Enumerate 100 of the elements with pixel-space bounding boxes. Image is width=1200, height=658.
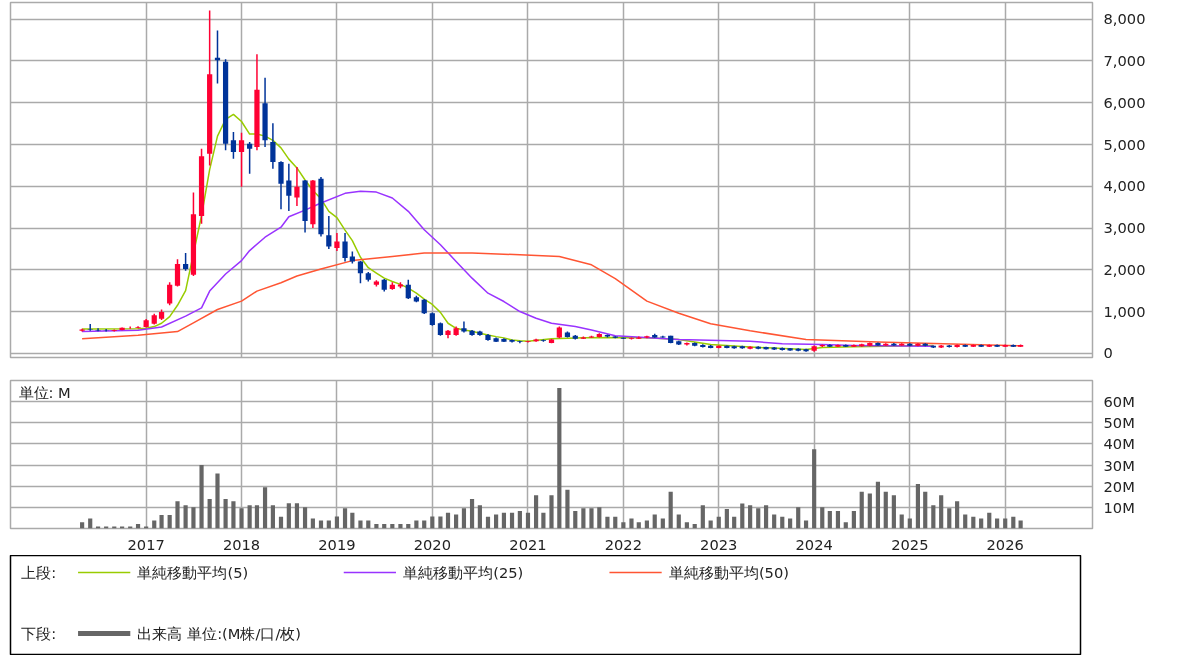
bar bbox=[223, 499, 228, 529]
bar bbox=[931, 505, 936, 529]
candlestick bbox=[405, 279, 411, 300]
bar bbox=[827, 510, 832, 529]
bar bbox=[740, 503, 745, 529]
bar bbox=[207, 499, 212, 529]
bar bbox=[772, 514, 777, 529]
candlestick bbox=[342, 232, 348, 263]
bar bbox=[883, 491, 888, 529]
bar bbox=[525, 512, 531, 529]
x-tick-label: 2023 bbox=[700, 535, 738, 553]
bar bbox=[494, 514, 499, 529]
bar bbox=[247, 505, 252, 529]
bar bbox=[748, 505, 753, 529]
bar bbox=[152, 520, 157, 529]
candlestick bbox=[294, 166, 300, 207]
bar bbox=[557, 387, 562, 529]
x-tick-label: 2025 bbox=[891, 535, 929, 553]
legend-label: 単純移動平均(50) bbox=[668, 564, 789, 581]
bar bbox=[509, 512, 515, 529]
bar bbox=[652, 514, 657, 529]
bar bbox=[955, 501, 960, 529]
bar bbox=[191, 507, 196, 529]
bar bbox=[796, 507, 801, 529]
y-tick-label: 4,000 bbox=[1103, 177, 1146, 195]
x-tick-label: 2018 bbox=[222, 535, 261, 553]
x-tick-label: 2019 bbox=[318, 535, 356, 553]
y-tick-label: 1,000 bbox=[1103, 302, 1146, 320]
x-tick-label: 2020 bbox=[413, 535, 451, 553]
bar bbox=[820, 507, 825, 529]
bar bbox=[469, 499, 475, 529]
bar bbox=[899, 514, 904, 529]
x-tick-label: 2026 bbox=[986, 535, 1024, 553]
bar bbox=[851, 510, 856, 529]
y-tick-label: 40M bbox=[1103, 435, 1135, 453]
legend-title: 上段: bbox=[21, 564, 57, 581]
bar bbox=[803, 520, 809, 529]
x-tick-label: 2024 bbox=[795, 535, 833, 553]
bar bbox=[859, 491, 864, 529]
bar bbox=[302, 507, 308, 529]
x-tick-label: 2022 bbox=[604, 535, 643, 553]
bar bbox=[461, 508, 467, 529]
bar bbox=[923, 491, 928, 529]
bar bbox=[175, 501, 180, 529]
bar bbox=[199, 465, 204, 529]
bar bbox=[350, 512, 355, 529]
bar bbox=[262, 487, 268, 529]
bar bbox=[318, 520, 324, 529]
bar bbox=[445, 512, 451, 529]
candlestick bbox=[238, 132, 245, 188]
legend-title: 下段: bbox=[21, 625, 57, 642]
bar bbox=[891, 495, 896, 529]
bar bbox=[963, 514, 968, 529]
bar bbox=[414, 520, 419, 529]
bar bbox=[835, 510, 841, 529]
bar bbox=[549, 495, 554, 529]
bar bbox=[454, 514, 459, 529]
candlestick bbox=[278, 160, 284, 210]
y-tick-label: 2,000 bbox=[1103, 260, 1146, 278]
candlestick bbox=[270, 122, 276, 170]
bar bbox=[286, 503, 291, 529]
bar bbox=[700, 505, 705, 529]
bar bbox=[724, 509, 729, 529]
bar bbox=[342, 508, 348, 529]
bar bbox=[1018, 520, 1023, 529]
bar bbox=[987, 512, 992, 529]
annotation: 単位: M bbox=[18, 383, 71, 401]
bar bbox=[438, 516, 443, 529]
bar bbox=[947, 508, 952, 529]
bar bbox=[676, 514, 681, 529]
bar bbox=[573, 510, 578, 529]
bar bbox=[541, 512, 546, 529]
y-tick-label: 10M bbox=[1103, 498, 1135, 516]
bar bbox=[422, 520, 427, 529]
bar bbox=[231, 501, 236, 529]
bar bbox=[644, 520, 649, 529]
y-tick-label: 50M bbox=[1103, 414, 1135, 432]
bar bbox=[358, 520, 363, 529]
bar bbox=[501, 512, 507, 529]
x-tick-label: 2021 bbox=[509, 535, 547, 553]
bar bbox=[239, 508, 244, 529]
bar bbox=[629, 518, 634, 529]
bar bbox=[597, 507, 602, 529]
bar bbox=[215, 473, 220, 529]
bar bbox=[366, 520, 371, 529]
bar bbox=[294, 503, 300, 529]
bar bbox=[708, 520, 713, 529]
legend-label: 出来高 単位:(M株/口/枚) bbox=[137, 625, 302, 642]
bar bbox=[326, 520, 331, 529]
bar bbox=[939, 495, 944, 529]
bar bbox=[915, 484, 921, 529]
candlestick bbox=[357, 260, 364, 284]
bar bbox=[334, 516, 340, 529]
y-tick-label: 8,000 bbox=[1103, 10, 1146, 28]
candlestick bbox=[230, 131, 237, 160]
candlestick bbox=[286, 162, 292, 212]
candlestick bbox=[95, 327, 101, 332]
bar bbox=[756, 508, 761, 529]
bar bbox=[605, 516, 610, 529]
y-tick-label: 60M bbox=[1103, 393, 1135, 411]
